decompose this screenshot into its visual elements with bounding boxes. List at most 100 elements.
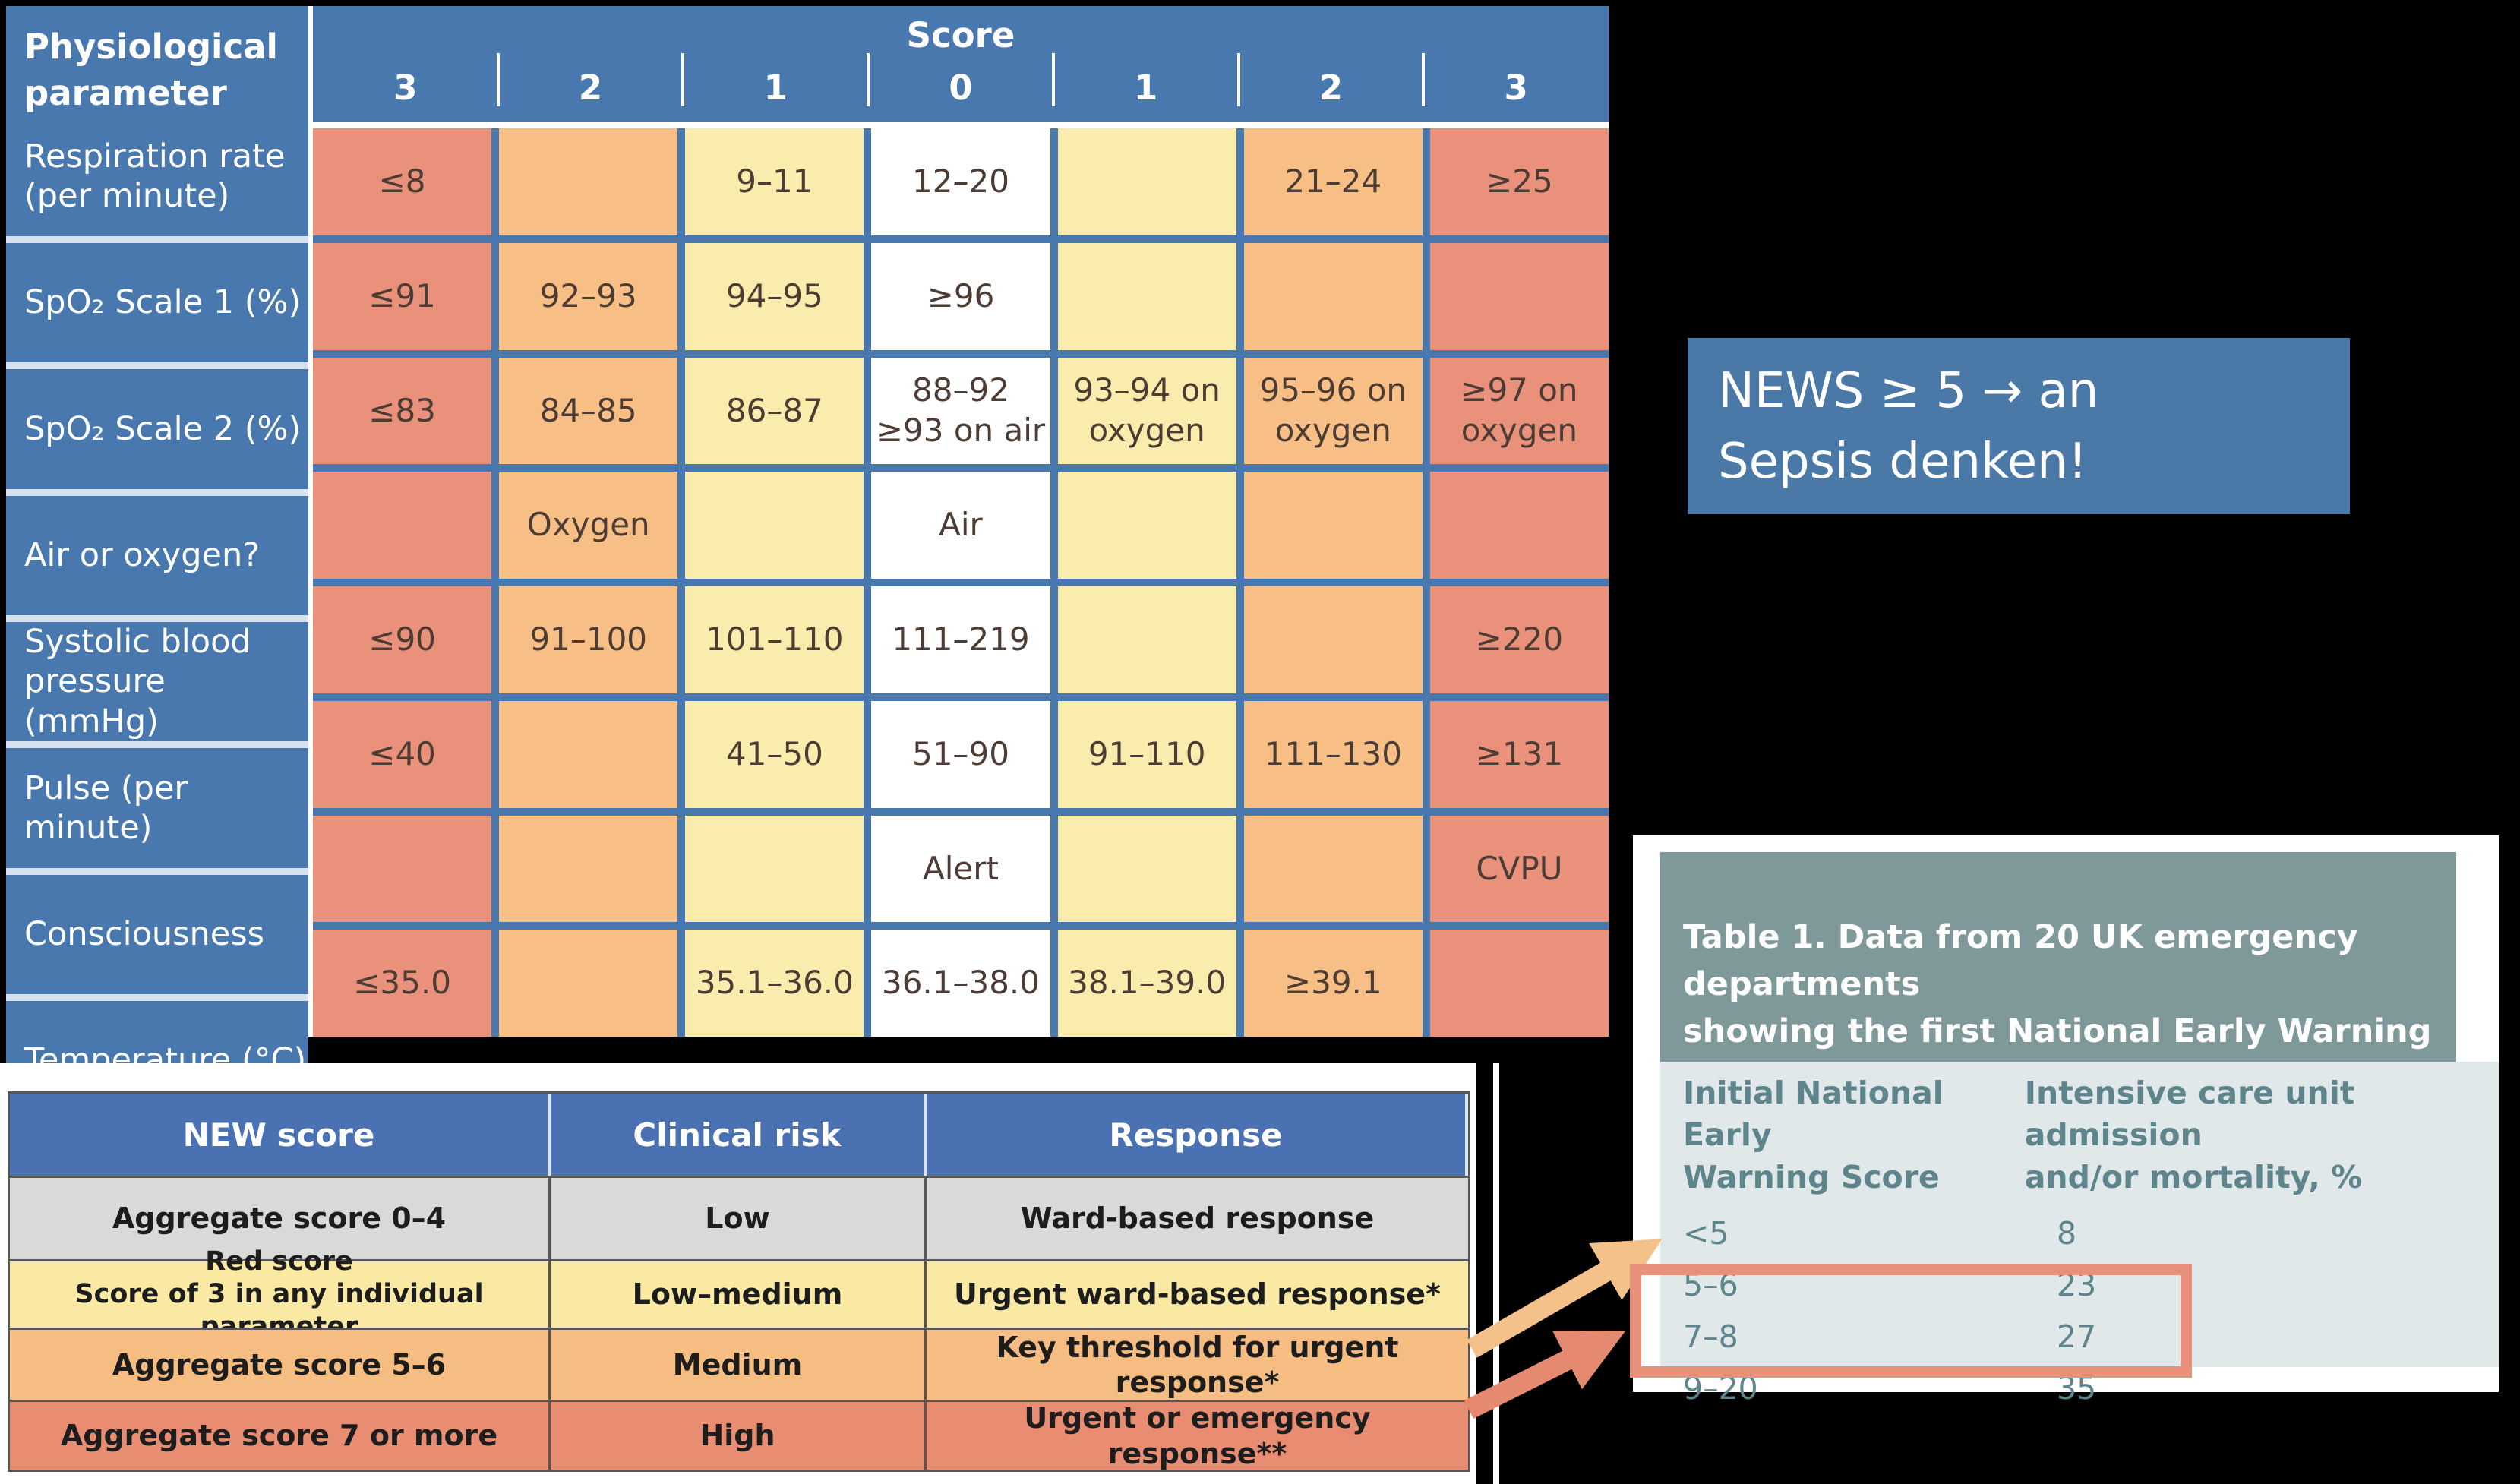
news-cell bbox=[1057, 472, 1236, 579]
risk-cell-risk: Low bbox=[551, 1176, 927, 1259]
risk-cell-response: Urgent or emergency response** bbox=[927, 1400, 1468, 1470]
news-cell bbox=[1057, 242, 1236, 350]
score-separator bbox=[496, 53, 500, 106]
risk-cell-score: Aggregate score 7 or more bbox=[10, 1400, 551, 1470]
row-label-respiration-rate: Respiration rate (per minute) bbox=[6, 116, 308, 236]
score-separator bbox=[1422, 53, 1426, 106]
sepsis-note-box: NEWS ≥ 5 → an Sepsis denken! bbox=[1688, 338, 2350, 514]
risk-cell-response: Key threshold for urgent response* bbox=[927, 1328, 1468, 1400]
news-cell: ≤83 bbox=[313, 357, 492, 465]
header-divider-line bbox=[313, 122, 1609, 128]
news-cell bbox=[1243, 472, 1423, 579]
news-cell bbox=[1429, 472, 1609, 579]
news-cell bbox=[1429, 242, 1609, 350]
news-cell bbox=[499, 815, 678, 923]
row-label-pulse: Pulse (per minute) bbox=[6, 748, 308, 868]
score-col-0: 0 bbox=[867, 53, 1053, 122]
news-cell: 92–93 bbox=[499, 242, 678, 350]
news-cell bbox=[1057, 586, 1236, 693]
outcomes-column-headers: Initial National Early Warning Score Int… bbox=[1683, 1072, 2499, 1198]
outcomes-row: 7–8 27 bbox=[1683, 1318, 2499, 1355]
risk-cell-score: Aggregate score 5–6 bbox=[10, 1328, 551, 1400]
score-separator bbox=[1051, 53, 1055, 106]
news-cell: 38.1–39.0 bbox=[1057, 930, 1236, 1037]
news2-score-table: Physiological parameter Respiration rate… bbox=[6, 6, 1609, 1121]
news-cell: Air bbox=[871, 472, 1050, 579]
arrow-medium-score-to-5-6-icon bbox=[1467, 1239, 1663, 1358]
vertical-divider-line bbox=[1493, 1063, 1499, 1484]
news-cell bbox=[499, 930, 678, 1037]
news-cell: 86–87 bbox=[685, 357, 864, 465]
row-label-air-or-oxygen: Air or oxygen? bbox=[6, 495, 308, 615]
parameter-score-divider bbox=[308, 6, 313, 1037]
score-separator bbox=[867, 53, 870, 106]
news-cell: 88–92 ≥93 on air bbox=[871, 357, 1050, 465]
score-header-values: 3 2 1 0 1 2 3 bbox=[313, 53, 1609, 122]
score-col-1-right: 1 bbox=[1051, 53, 1239, 122]
outcomes-table-card: Table 1. Data from 20 UK emergency depar… bbox=[1633, 835, 2499, 1407]
risk-cell-risk: Medium bbox=[551, 1328, 927, 1400]
outcomes-score: <5 bbox=[1683, 1215, 1729, 1252]
score-col-1-left: 1 bbox=[681, 53, 868, 122]
news-cell bbox=[685, 815, 864, 923]
parameter-column-header: Physiological parameter bbox=[24, 27, 278, 113]
news-cell: ≥220 bbox=[1429, 586, 1609, 693]
news-cell bbox=[313, 815, 492, 923]
risk-header-clinical-risk: Clinical risk bbox=[551, 1094, 927, 1176]
news-cell bbox=[1243, 815, 1423, 923]
outcomes-col1-header: Initial National Early Warning Score bbox=[1683, 1075, 1944, 1195]
risk-table-background: NEW score Clinical risk Response Aggrega… bbox=[0, 1063, 1476, 1484]
news-cell: ≤8 bbox=[313, 128, 492, 235]
news-cell: 51–90 bbox=[871, 700, 1050, 808]
risk-header-new-score: NEW score bbox=[10, 1094, 551, 1176]
news-cell: ≥97 on oxygen bbox=[1429, 357, 1609, 465]
news-cell: ≤91 bbox=[313, 242, 492, 350]
risk-cell-response: Ward-based response bbox=[927, 1176, 1468, 1259]
outcomes-score: 7–8 bbox=[1683, 1318, 1738, 1356]
news2-score-grid: ≤8 9–11 12–20 21–24 ≥25 ≤91 92–93 94–95 … bbox=[313, 128, 1609, 1037]
score-header-title: Score bbox=[906, 15, 1015, 55]
parameter-labels: Respiration rate (per minute) SpO₂ Scale… bbox=[6, 116, 308, 1121]
arrow-high-score-to-9-20-icon bbox=[1464, 1330, 1626, 1419]
news-cell: ≤35.0 bbox=[313, 930, 492, 1037]
news-cell: 91–110 bbox=[1057, 700, 1236, 808]
news-cell bbox=[313, 472, 492, 579]
news-cell: ≥96 bbox=[871, 242, 1050, 350]
news-cell bbox=[1243, 586, 1423, 693]
news-cell: CVPU bbox=[1429, 815, 1609, 923]
score-col-2-left: 2 bbox=[496, 53, 684, 122]
risk-cell-response: Urgent ward-based response* bbox=[927, 1259, 1468, 1328]
news-cell: ≤40 bbox=[313, 700, 492, 808]
outcomes-row: <5 8 bbox=[1683, 1215, 2499, 1252]
news-cell: ≥25 bbox=[1429, 128, 1609, 235]
news-cell: 91–100 bbox=[499, 586, 678, 693]
score-separator bbox=[1236, 53, 1240, 106]
risk-cell-risk: High bbox=[551, 1400, 927, 1470]
news-cell: ≤90 bbox=[313, 586, 492, 693]
score-separator bbox=[681, 53, 685, 106]
news-cell: 41–50 bbox=[685, 700, 864, 808]
news-cell bbox=[499, 700, 678, 808]
news-cell: Alert bbox=[871, 815, 1050, 923]
score-col-3-right: 3 bbox=[1422, 53, 1609, 122]
news-cell: 95–96 on oxygen bbox=[1243, 357, 1423, 465]
outcomes-table-body: Initial National Early Warning Score Int… bbox=[1660, 1062, 2499, 1407]
outcomes-col2-header: Intensive care unit admission and/or mor… bbox=[2024, 1075, 2363, 1195]
news-cell: 111–130 bbox=[1243, 700, 1423, 808]
outcomes-value: 8 bbox=[2057, 1215, 2077, 1252]
news-cell: 84–85 bbox=[499, 357, 678, 465]
news-cell bbox=[499, 128, 678, 235]
risk-cell-risk: Low–medium bbox=[551, 1259, 927, 1328]
row-label-consciousness: Consciousness bbox=[6, 874, 308, 995]
news-cell: ≥131 bbox=[1429, 700, 1609, 808]
news-cell: 101–110 bbox=[685, 586, 864, 693]
news-cell: 36.1–38.0 bbox=[871, 930, 1050, 1037]
risk-header-response: Response bbox=[927, 1094, 1468, 1176]
score-header: Score 3 2 1 0 1 2 3 bbox=[313, 6, 1609, 122]
news-cell: 12–20 bbox=[871, 128, 1050, 235]
row-label-systolic-bp: Systolic blood pressure (mmHg) bbox=[6, 621, 308, 742]
news-cell bbox=[1057, 815, 1236, 923]
news-cell bbox=[1429, 930, 1609, 1037]
